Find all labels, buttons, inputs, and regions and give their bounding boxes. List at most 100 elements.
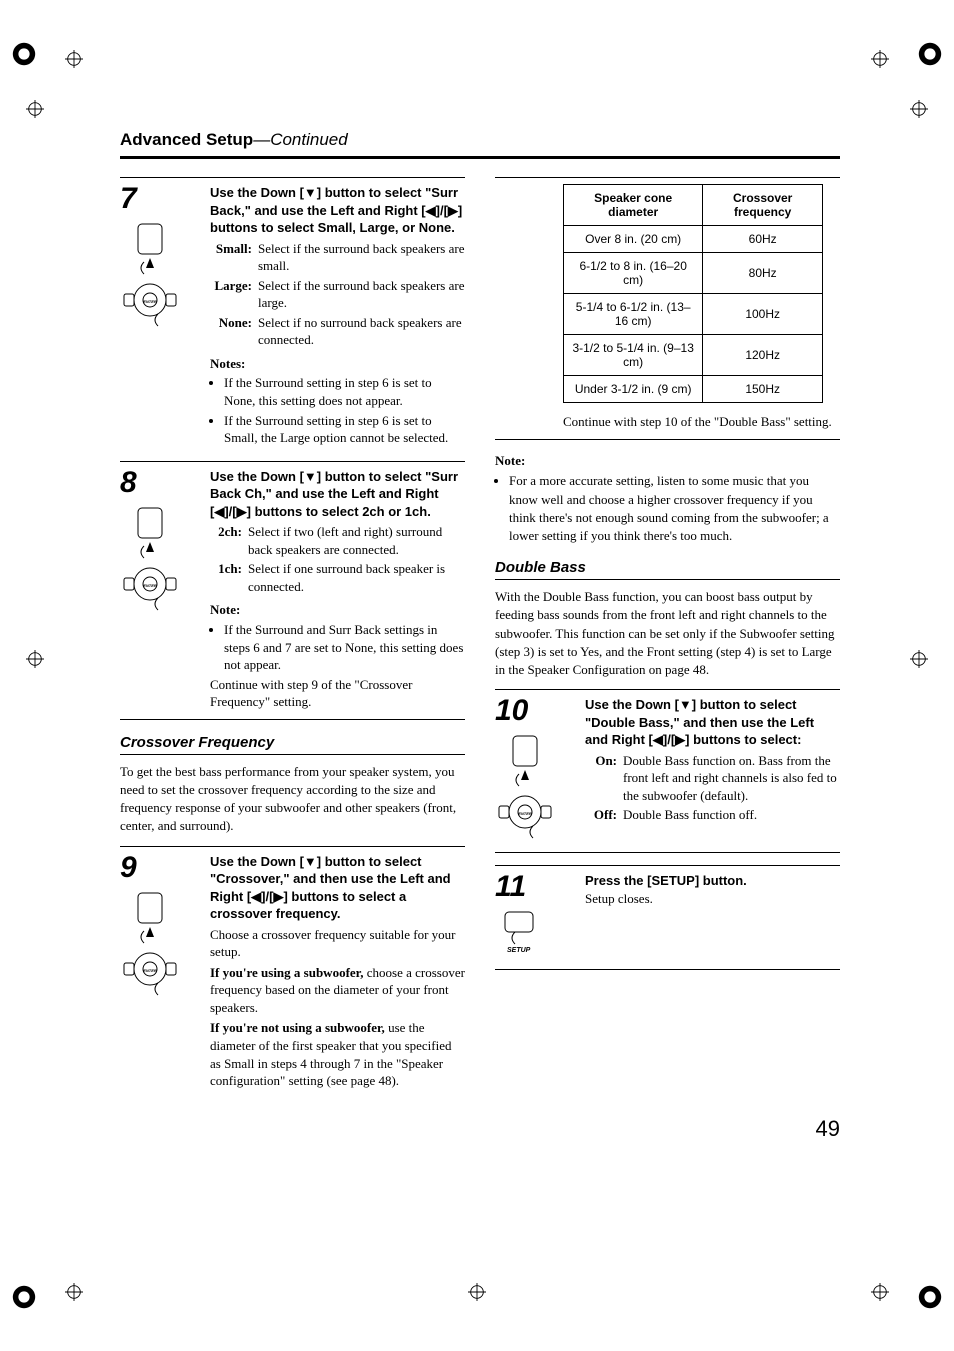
step-number: 11 bbox=[495, 870, 526, 903]
crosshair-icon bbox=[871, 50, 889, 68]
note-item: If the Surround setting in step 6 is set… bbox=[224, 374, 465, 409]
registration-mark-icon bbox=[10, 1283, 38, 1311]
remote-down-enter-icon: ENTER bbox=[120, 891, 180, 1001]
definition-desc: Double Bass function off. bbox=[623, 806, 840, 824]
xover-continue: Continue with step 10 of the "Double Bas… bbox=[495, 413, 840, 440]
table-cell: 120Hz bbox=[703, 335, 823, 376]
down-arrow-icon: ▼ bbox=[679, 697, 692, 712]
crosshair-icon bbox=[26, 650, 44, 668]
page-header: Advanced Setup—Continued bbox=[120, 130, 840, 159]
definition-row: 1ch:Select if one surround back speaker … bbox=[210, 560, 465, 595]
down-arrow-icon: ▼ bbox=[304, 854, 317, 869]
table-cell: 3-1/2 to 5-1/4 in. (9–13 cm) bbox=[564, 335, 703, 376]
remote-down-enter-icon: ENTER bbox=[495, 734, 555, 844]
step9-p2: If you're using a subwoofer, choose a cr… bbox=[210, 964, 465, 1017]
crosshair-icon bbox=[910, 650, 928, 668]
step11-instruction: Press the [SETUP] button. bbox=[585, 872, 840, 890]
definition-term: None: bbox=[210, 314, 258, 349]
step-8: 8 ENTER bbox=[120, 461, 465, 720]
definition-row: None:Select if no surround back speakers… bbox=[210, 314, 465, 349]
step8-instruction: Use the Down [▼] button to select "Surr … bbox=[210, 469, 458, 519]
left-arrow-icon: ◀ bbox=[214, 504, 224, 519]
header-continued: —Continued bbox=[253, 130, 348, 149]
crosshair-icon bbox=[910, 100, 928, 118]
table-row: Under 3-1/2 in. (9 cm)150Hz bbox=[564, 376, 823, 403]
right-arrow-icon: ▶ bbox=[237, 504, 247, 519]
doublebass-intro: With the Double Bass function, you can b… bbox=[495, 588, 840, 679]
table-header: Crossover frequency bbox=[703, 185, 823, 226]
note-item: If the Surround setting in step 6 is set… bbox=[224, 412, 465, 447]
table-cell: 100Hz bbox=[703, 294, 823, 335]
note-heading: Note: bbox=[210, 601, 465, 619]
left-arrow-icon: ◀ bbox=[426, 203, 436, 218]
table-cell: Under 3-1/2 in. (9 cm) bbox=[564, 376, 703, 403]
right-note: Note: For a more accurate setting, liste… bbox=[495, 452, 840, 545]
table-row: 6-1/2 to 8 in. (16–20 cm)80Hz bbox=[564, 253, 823, 294]
step11-p: Setup closes. bbox=[585, 890, 840, 908]
definition-row: Large:Select if the surround back speake… bbox=[210, 277, 465, 312]
definition-desc: Select if the surround back speakers are… bbox=[258, 240, 465, 275]
notes-heading: Notes: bbox=[210, 355, 465, 373]
table-row: 5-1/4 to 6-1/2 in. (13–16 cm)100Hz bbox=[564, 294, 823, 335]
definition-term: On: bbox=[585, 752, 623, 805]
svg-text:SETUP: SETUP bbox=[507, 947, 531, 954]
step9-p1: Choose a crossover frequency suitable fo… bbox=[210, 926, 465, 961]
table-cell: 80Hz bbox=[703, 253, 823, 294]
svg-text:ENTER: ENTER bbox=[143, 583, 157, 588]
step-number: 7 bbox=[120, 182, 137, 215]
section-doublebass-title: Double Bass bbox=[495, 559, 840, 580]
definition-row: On:Double Bass function on. Bass from th… bbox=[585, 752, 840, 805]
svg-text:ENTER: ENTER bbox=[143, 299, 157, 304]
remote-setup-icon: SETUP bbox=[495, 910, 585, 961]
crosshair-icon bbox=[871, 1283, 889, 1301]
table-row: Over 8 in. (20 cm)60Hz bbox=[564, 226, 823, 253]
step-11: 11 SETUP Press the [SETUP] button. Setup… bbox=[495, 865, 840, 970]
definition-desc: Select if one surround back speaker is c… bbox=[248, 560, 465, 595]
xover-table-wrap bbox=[495, 177, 840, 184]
definition-desc: Select if the surround back speakers are… bbox=[258, 277, 465, 312]
step-10: 10 ENTER bbox=[495, 689, 840, 853]
note-item: If the Surround and Surr Back settings i… bbox=[224, 621, 465, 674]
step-number: 10 bbox=[495, 694, 528, 727]
definition-row: Small:Select if the surround back speake… bbox=[210, 240, 465, 275]
table-cell: 60Hz bbox=[703, 226, 823, 253]
note-item: For a more accurate setting, listen to s… bbox=[509, 472, 840, 545]
remote-down-enter-icon: ENTER bbox=[120, 506, 180, 616]
crossover-table: Speaker cone diameter Crossover frequenc… bbox=[563, 184, 823, 403]
crosshair-icon bbox=[65, 50, 83, 68]
left-column: 7 ENTER bbox=[120, 177, 465, 1102]
header-title: Advanced Setup bbox=[120, 130, 253, 149]
table-row: 3-1/2 to 5-1/4 in. (9–13 cm)120Hz bbox=[564, 335, 823, 376]
table-cell: Over 8 in. (20 cm) bbox=[564, 226, 703, 253]
page-number: 49 bbox=[816, 1116, 840, 1142]
table-cell: 150Hz bbox=[703, 376, 823, 403]
crossover-intro: To get the best bass performance from yo… bbox=[120, 763, 465, 836]
down-arrow-icon: ▼ bbox=[304, 469, 317, 484]
definition-desc: Select if two (left and right) surround … bbox=[248, 523, 465, 558]
table-cell: 6-1/2 to 8 in. (16–20 cm) bbox=[564, 253, 703, 294]
step-number: 8 bbox=[120, 466, 137, 499]
step7-instruction: Use the Down [▼] button to select "Surr … bbox=[210, 185, 462, 235]
right-arrow-icon: ▶ bbox=[448, 203, 458, 218]
registration-mark-icon bbox=[10, 40, 38, 68]
step10-instruction: Use the Down [▼] button to select "Doubl… bbox=[585, 697, 814, 747]
left-arrow-icon: ◀ bbox=[251, 889, 261, 904]
definition-term: 1ch: bbox=[210, 560, 248, 595]
registration-mark-icon bbox=[916, 1283, 944, 1311]
page-content: Advanced Setup—Continued 7 ENTER bbox=[120, 130, 840, 1102]
svg-text:ENTER: ENTER bbox=[143, 968, 157, 973]
definition-desc: Double Bass function on. Bass from the f… bbox=[623, 752, 840, 805]
step9-p3: If you're not using a subwoofer, use the… bbox=[210, 1019, 465, 1089]
right-arrow-icon: ▶ bbox=[273, 889, 283, 904]
right-column: Speaker cone diameter Crossover frequenc… bbox=[495, 177, 840, 1102]
step8-continue: Continue with step 9 of the "Crossover F… bbox=[210, 676, 465, 711]
step-9: 9 ENTER bbox=[120, 846, 465, 1090]
step-number: 9 bbox=[120, 851, 137, 884]
crosshair-icon bbox=[65, 1283, 83, 1301]
crosshair-icon bbox=[26, 100, 44, 118]
step-7: 7 ENTER bbox=[120, 177, 465, 449]
definition-term: Small: bbox=[210, 240, 258, 275]
definition-term: Large: bbox=[210, 277, 258, 312]
definition-desc: Select if no surround back speakers are … bbox=[258, 314, 465, 349]
registration-mark-icon bbox=[916, 40, 944, 68]
